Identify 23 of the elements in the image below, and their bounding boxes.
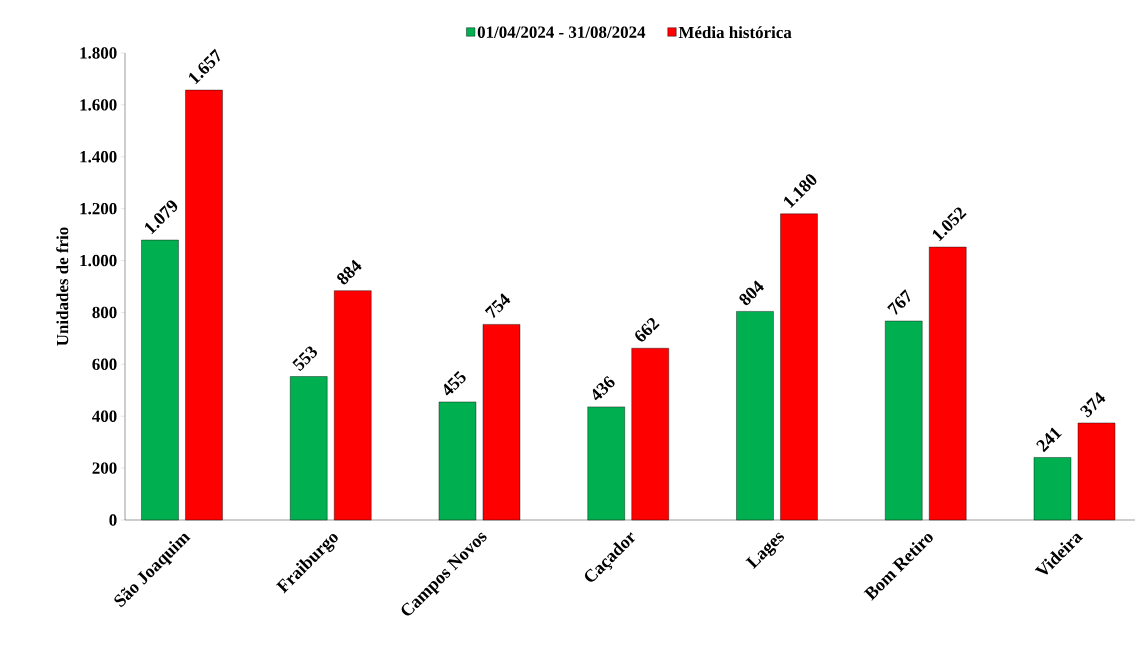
data-label: 884 xyxy=(337,259,362,285)
y-tick-label: 800 xyxy=(92,306,117,319)
data-label: 767 xyxy=(887,289,911,315)
y-tick-label: 0 xyxy=(109,514,117,526)
data-label: 455 xyxy=(443,370,466,396)
legend-label: 01/04/2024 - 31/08/2024 xyxy=(477,26,646,38)
y-tick-label: 400 xyxy=(92,410,117,422)
y-axis-title: Unidades de frio xyxy=(56,227,69,346)
y-tick-label: 1.200 xyxy=(80,202,117,215)
data-label: 553 xyxy=(292,346,318,372)
data-label: 754 xyxy=(484,293,511,319)
y-tick-label: 1.600 xyxy=(80,99,117,111)
y-tick-label: 1.400 xyxy=(80,151,117,163)
data-label: 804 xyxy=(739,280,764,306)
legend-label: Média histórica xyxy=(678,26,792,39)
data-label: 436 xyxy=(592,375,615,401)
y-tick-label: 1.800 xyxy=(80,47,117,59)
y-tick-label: 200 xyxy=(92,462,117,474)
data-label: 662 xyxy=(635,318,660,342)
y-tick-label: 1.000 xyxy=(80,254,117,267)
data-label: 374 xyxy=(1080,391,1106,418)
y-tick-label: 600 xyxy=(92,358,117,371)
data-label: 241 xyxy=(1036,427,1062,453)
